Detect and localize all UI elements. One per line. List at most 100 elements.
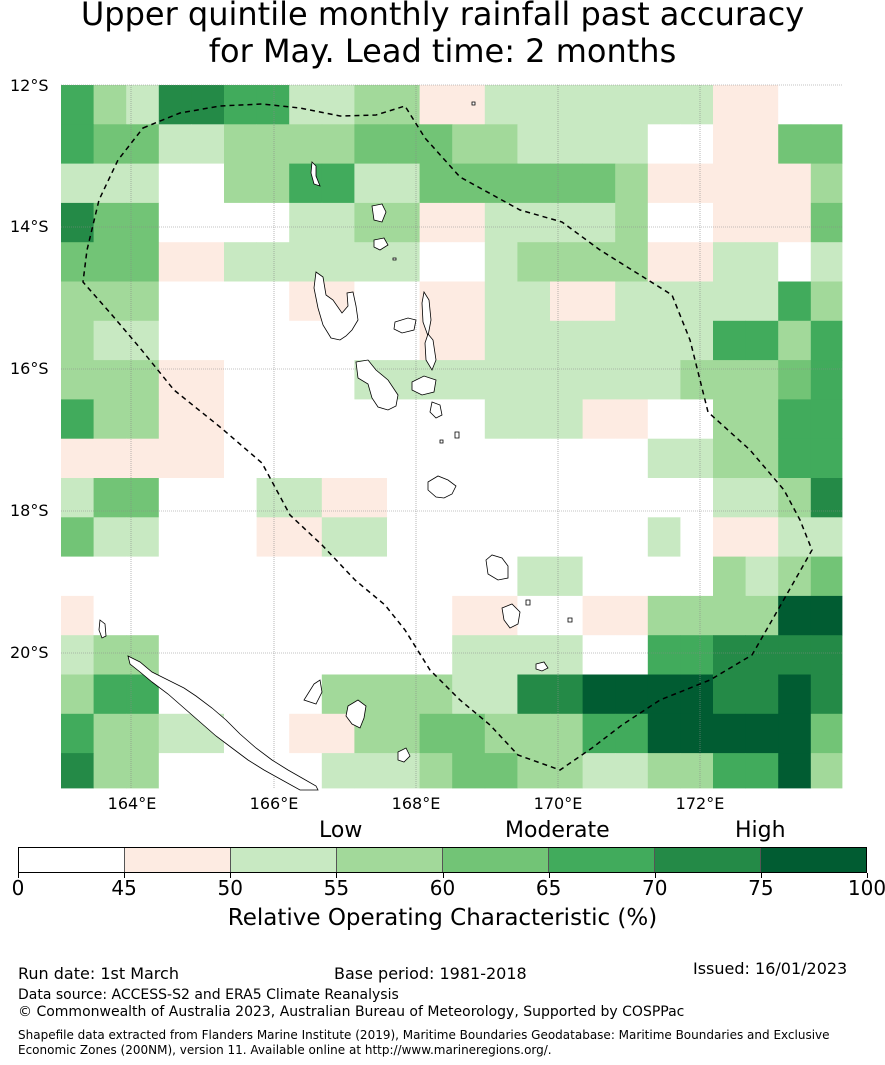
- grid-cell: [680, 517, 714, 557]
- grid-cell: [126, 202, 160, 243]
- grid-cell: [61, 517, 94, 557]
- grid-cell: [256, 674, 290, 715]
- grid-cell: [680, 85, 714, 125]
- grid-cell: [289, 124, 323, 164]
- grid-cell: [191, 438, 225, 479]
- grid-cell: [647, 202, 681, 243]
- grid-cell: [582, 163, 616, 204]
- grid-cell: [321, 85, 355, 125]
- grid-cell: [158, 753, 192, 789]
- grid-cell: [680, 202, 714, 243]
- island-efate: [427, 475, 457, 499]
- grid-cell: [224, 517, 257, 557]
- grid-cell: [550, 674, 583, 715]
- grid-cell: [517, 438, 551, 479]
- grid-cell: [191, 281, 225, 322]
- grid-cell: [647, 85, 681, 125]
- grid-cell: [680, 635, 714, 675]
- grid-cell: [517, 753, 551, 789]
- grid-cell: [745, 124, 779, 164]
- grid-cell: [419, 753, 453, 789]
- grid-cell: [224, 635, 257, 675]
- grid-cell: [158, 163, 192, 204]
- vanuatu-islands: [98, 101, 573, 791]
- grid-cell: [452, 124, 486, 164]
- colorbar-swatch: [549, 848, 655, 872]
- grid-cell: [647, 713, 681, 754]
- grid-cell: [126, 517, 160, 557]
- grid-cell: [289, 438, 323, 479]
- grid-cell: [582, 674, 616, 715]
- grid-cell: [256, 320, 290, 361]
- grid-cell: [615, 753, 649, 789]
- grid-cell: [158, 556, 192, 597]
- grid-cell: [745, 595, 779, 636]
- grid-cell: [191, 478, 225, 518]
- grid-cell: [387, 595, 420, 636]
- grid-cell: [680, 163, 714, 204]
- grid-cell: [713, 399, 746, 440]
- grid-cell: [615, 399, 649, 440]
- grid-cell: [387, 85, 420, 125]
- grid-cell: [680, 281, 714, 322]
- grid-cell: [354, 124, 388, 164]
- grid-cell: [615, 320, 649, 361]
- grid-cell: [126, 595, 160, 636]
- grid-cell: [615, 163, 649, 204]
- grid-cell: [517, 517, 551, 557]
- grid-cell: [93, 163, 127, 204]
- grid-cell: [810, 478, 843, 518]
- grid-cell: [93, 438, 127, 479]
- island-vanua-lava: [373, 237, 389, 251]
- island-small-3: [454, 431, 460, 439]
- grid-cell: [713, 163, 746, 204]
- grid-cell: [354, 320, 388, 361]
- grid-cell: [517, 85, 551, 125]
- grid-cell: [224, 202, 257, 243]
- grid-cell: [126, 281, 160, 322]
- grid-cell: [647, 478, 681, 518]
- grid-cell: [810, 556, 843, 597]
- grid-cell: [484, 85, 518, 125]
- grid-cell: [517, 124, 551, 164]
- grid-cell: [158, 320, 192, 361]
- category-moderate: Moderate: [505, 818, 610, 843]
- grid-cell: [680, 399, 714, 440]
- grid-cell: [517, 281, 551, 322]
- grid-cell: [647, 595, 681, 636]
- grid-cell: [517, 202, 551, 243]
- grid-cell: [517, 163, 551, 204]
- grid-cell: [419, 517, 453, 557]
- grid-cell: [126, 85, 160, 125]
- grid-cell: [680, 124, 714, 164]
- grid-cell: [354, 517, 388, 557]
- grid-cell: [93, 635, 127, 675]
- grid-cell: [778, 202, 812, 243]
- grid-cell: [387, 517, 420, 557]
- colorbar-tick-mark: [336, 873, 338, 878]
- grid-cell: [224, 399, 257, 440]
- colorbar-tick-label: 50: [217, 876, 243, 900]
- grid-cell: [387, 556, 420, 597]
- grid-cell: [484, 360, 518, 400]
- rainfall-accuracy-map: [61, 84, 843, 791]
- grid-cell: [321, 124, 355, 164]
- grid-cell: [452, 163, 486, 204]
- copyright: © Commonwealth of Australia 2023, Austra…: [18, 1004, 685, 1020]
- grid-cell: [745, 163, 779, 204]
- grid-cell: [354, 478, 388, 518]
- grid-cell: [158, 478, 192, 518]
- grid-cell: [61, 242, 94, 282]
- grid-cell: [582, 753, 616, 789]
- grid-cell: [289, 635, 323, 675]
- grid-cell: [615, 124, 649, 164]
- grid-cell: [61, 478, 94, 518]
- colorbar-tick-mark: [654, 873, 656, 878]
- grid-cell: [61, 360, 94, 400]
- grid-cell: [256, 438, 290, 479]
- grid-cell: [484, 281, 518, 322]
- grid-cell: [93, 595, 127, 636]
- grid-cell: [680, 478, 714, 518]
- grid-cell: [517, 478, 551, 518]
- grid-cell: [713, 556, 746, 597]
